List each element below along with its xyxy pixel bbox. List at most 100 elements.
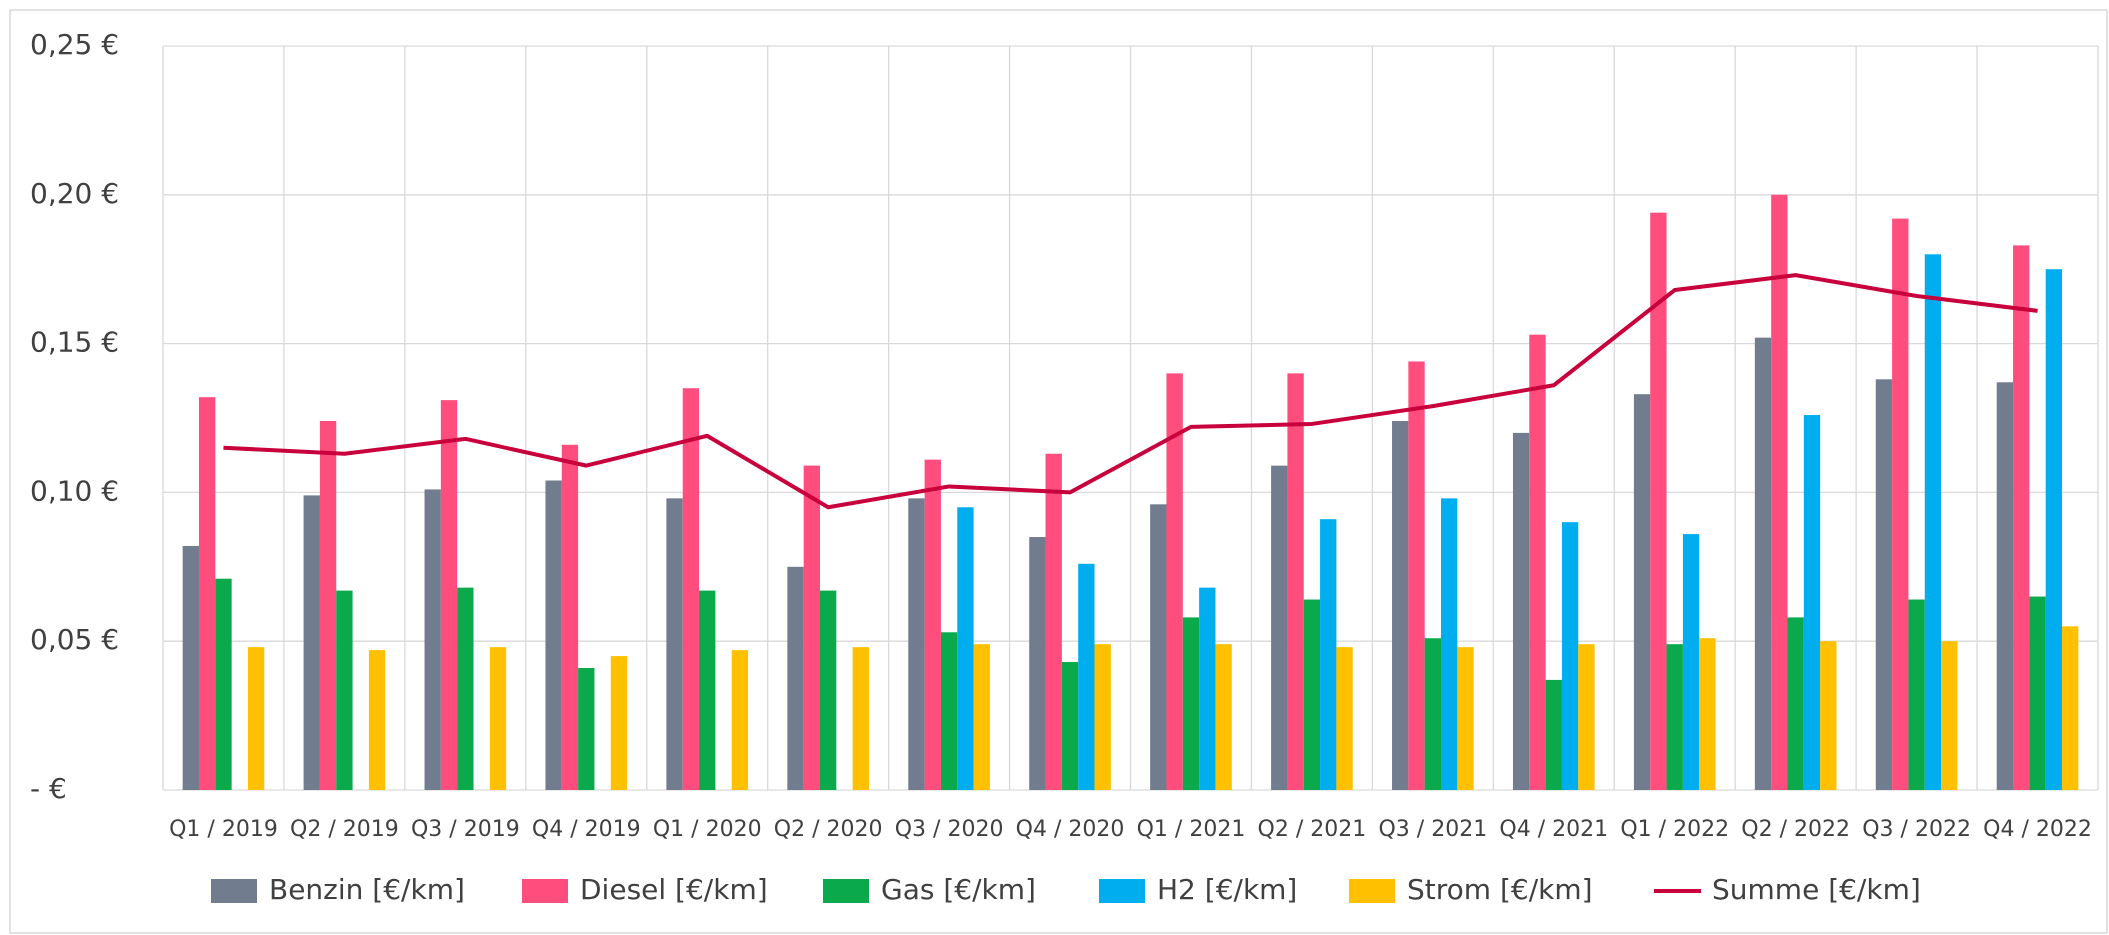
x-tick-label: Q3 / 2020 — [895, 817, 1004, 842]
bar — [940, 632, 958, 790]
x-tick-label: Q2 / 2020 — [774, 817, 883, 842]
x-tick-label: Q4 / 2021 — [1499, 817, 1608, 842]
bar — [2029, 596, 2046, 790]
line-series — [223, 273, 2038, 510]
legend-label: Summe [€/km] — [1712, 873, 1921, 906]
x-tick-label: Q4 / 2019 — [532, 817, 641, 842]
x-tick-label: Q3 / 2021 — [1378, 817, 1487, 842]
bar — [973, 644, 990, 790]
x-tick-label: Q2 / 2022 — [1741, 817, 1850, 842]
bar — [1441, 498, 1458, 790]
bar — [819, 590, 837, 790]
x-tick-label: Q2 / 2019 — [290, 817, 399, 842]
bar — [731, 650, 749, 790]
bar — [1150, 504, 1167, 790]
bar — [1892, 218, 1909, 790]
x-tick-label: Q2 / 2021 — [1258, 817, 1367, 842]
bar — [1771, 194, 1788, 791]
bar — [1996, 382, 2014, 790]
bar — [2062, 626, 2079, 790]
bar — [1820, 641, 1837, 790]
bar — [1457, 647, 1474, 790]
legend-marker — [522, 879, 568, 903]
y-tick-label: 0,15 € — [30, 326, 119, 359]
bar — [1199, 587, 1216, 790]
bar — [182, 545, 199, 790]
bar — [1320, 519, 1337, 790]
bar — [1512, 432, 1530, 790]
bar — [561, 444, 579, 790]
bar — [1045, 453, 1062, 790]
bar — [1754, 337, 1772, 790]
x-tick-label: Q1 / 2022 — [1620, 817, 1729, 842]
bar — [1166, 373, 1183, 790]
bar — [457, 587, 474, 790]
bar — [1875, 379, 1893, 790]
bar — [1287, 373, 1304, 790]
y-tick-label: 0,20 € — [30, 177, 119, 210]
legend-label: H2 [€/km] — [1157, 873, 1297, 906]
bar — [489, 647, 507, 790]
x-tick-label: Q3 / 2019 — [411, 817, 520, 842]
bar — [957, 507, 974, 790]
x-tick-label: Q3 / 2022 — [1862, 817, 1971, 842]
bar — [1803, 415, 1821, 790]
bar — [908, 498, 925, 790]
bar — [803, 465, 820, 790]
bar — [1215, 644, 1232, 790]
bar — [1408, 361, 1425, 790]
chart-frame — [9, 9, 2108, 934]
bar — [1666, 644, 1683, 790]
legend-marker — [1099, 879, 1145, 903]
bar — [247, 647, 265, 790]
legend-marker — [1349, 879, 1395, 903]
y-tick-label: 0,25 € — [30, 28, 119, 61]
bar — [1633, 394, 1651, 790]
bar — [1578, 644, 1595, 790]
bar — [198, 397, 216, 790]
bar — [1699, 638, 1716, 790]
bar — [1182, 617, 1200, 790]
bar — [1094, 644, 1111, 790]
bar — [303, 495, 320, 790]
bar — [424, 489, 441, 790]
legend-marker — [823, 879, 869, 903]
bar — [1303, 599, 1321, 790]
bar — [2013, 245, 2030, 791]
y-tick-label: - € — [30, 772, 67, 805]
bar — [336, 590, 353, 790]
legend-label: Gas [€/km] — [881, 873, 1036, 906]
bar — [1941, 641, 1958, 790]
bar — [1545, 679, 1562, 790]
legend-marker — [211, 879, 257, 903]
x-tick-label: Q1 / 2020 — [653, 817, 762, 842]
bar — [578, 667, 595, 790]
bar — [1787, 617, 1804, 790]
x-tick-label: Q1 / 2019 — [169, 817, 278, 842]
bar — [1336, 647, 1353, 790]
bar — [1061, 662, 1079, 790]
bar — [1650, 212, 1667, 790]
x-tick-label: Q4 / 2020 — [1016, 817, 1125, 842]
bar — [368, 650, 386, 790]
bar — [699, 590, 716, 790]
bar — [1529, 334, 1546, 790]
bar — [1924, 254, 1942, 790]
legend-label: Diesel [€/km] — [580, 873, 768, 906]
legend-label: Benzin [€/km] — [269, 873, 465, 906]
bar — [1908, 599, 1925, 790]
bar — [666, 498, 683, 790]
bar — [1392, 420, 1409, 790]
bar — [924, 459, 941, 790]
bar — [1078, 563, 1095, 790]
bar — [1561, 522, 1579, 790]
bar — [545, 480, 562, 790]
x-tick-label: Q1 / 2021 — [1137, 817, 1246, 842]
bar — [319, 420, 337, 790]
bar — [1271, 465, 1288, 790]
bar — [852, 647, 869, 790]
legend-label: Strom [€/km] — [1407, 873, 1593, 906]
bar — [440, 400, 458, 790]
bar — [1029, 537, 1046, 790]
